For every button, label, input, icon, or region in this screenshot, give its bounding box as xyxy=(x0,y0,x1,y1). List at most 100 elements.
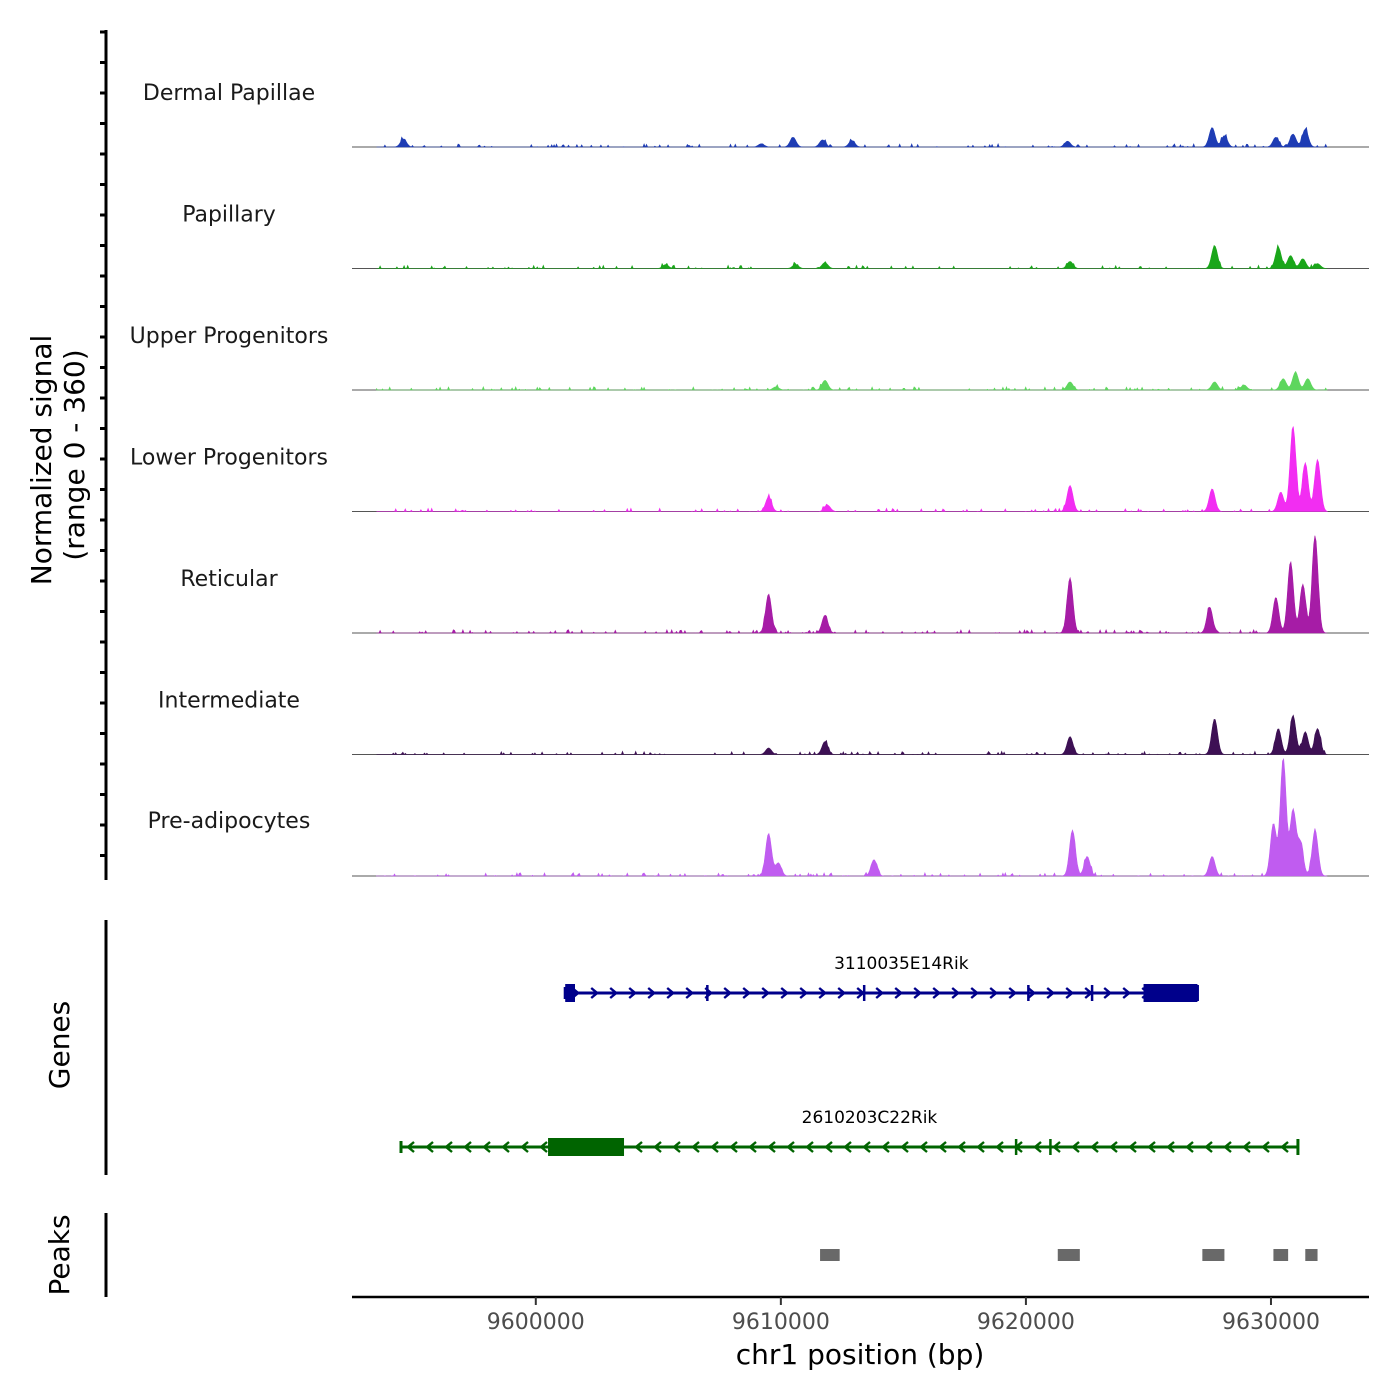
strand-chevron xyxy=(647,987,657,999)
strand-chevron xyxy=(1122,987,1132,999)
strand-chevron xyxy=(1090,1141,1099,1153)
strand-chevron xyxy=(463,1141,472,1153)
x-tick-label: 9630000 xyxy=(1222,1310,1320,1335)
peak-region xyxy=(820,1249,840,1261)
track-pre-adipocytes: Pre-adipocytes xyxy=(148,758,1369,877)
strand-chevron xyxy=(685,987,695,999)
x-axis-ticks: 9600000 9610000 9620000 9630000 xyxy=(487,1297,1320,1335)
strand-chevron xyxy=(818,987,828,999)
peak-region xyxy=(1057,1249,1080,1261)
track-coverage-area xyxy=(376,126,1328,148)
track-label: Reticular xyxy=(180,567,278,592)
strand-chevron xyxy=(628,987,638,999)
strand-chevron xyxy=(862,1141,871,1153)
strand-chevron xyxy=(723,987,733,999)
strand-chevron xyxy=(444,1141,453,1153)
track-label: Dermal Papillae xyxy=(143,81,315,106)
strand-chevron xyxy=(824,1141,833,1153)
strand-chevron xyxy=(913,987,923,999)
strand-chevron xyxy=(843,1141,852,1153)
strand-chevron xyxy=(1128,1141,1137,1153)
strand-chevron xyxy=(590,987,600,999)
peak-track xyxy=(820,1249,1318,1261)
strand-chevron xyxy=(609,987,619,999)
strand-chevron xyxy=(520,1141,529,1153)
strand-chevron xyxy=(742,987,752,999)
peak-region xyxy=(1273,1249,1289,1261)
gene-3110035e14rik: 3110035E14Rik xyxy=(563,954,1199,1002)
peaks-track-title: Peaks xyxy=(43,1214,76,1295)
strand-chevron xyxy=(1065,987,1075,999)
y-axis-range: (range 0 - 360) xyxy=(58,349,91,560)
strand-chevron xyxy=(634,1141,643,1153)
x-tick-label: 9610000 xyxy=(732,1310,830,1335)
strand-chevron xyxy=(653,1141,662,1153)
strand-chevron xyxy=(672,1141,681,1153)
gene-track: 3110035E14Rik 2610203C22Rik xyxy=(399,954,1300,1156)
strand-chevron xyxy=(1027,987,1037,999)
strand-chevron xyxy=(976,1141,985,1153)
strand-chevron xyxy=(691,1141,700,1153)
strand-chevron xyxy=(1223,1141,1232,1153)
track-intermediate: Intermediate xyxy=(158,689,1369,756)
gene-2610203c22rik: 2610203C22Rik xyxy=(399,1108,1300,1156)
strand-chevron xyxy=(748,1141,757,1153)
strand-chevron xyxy=(1071,1141,1080,1153)
strand-chevron xyxy=(932,987,942,999)
strand-chevron xyxy=(1052,1141,1061,1153)
peak-region xyxy=(1202,1249,1225,1261)
strand-chevron xyxy=(1109,1141,1118,1153)
strand-chevron xyxy=(761,987,771,999)
strand-chevron xyxy=(894,987,904,999)
strand-chevron xyxy=(881,1141,890,1153)
strand-chevron xyxy=(1147,1141,1156,1153)
strand-chevron xyxy=(1008,987,1018,999)
strand-chevron xyxy=(970,987,980,999)
strand-chevron xyxy=(501,1141,510,1153)
track-coverage-area xyxy=(376,244,1328,269)
strand-chevron xyxy=(482,1141,491,1153)
strand-chevron xyxy=(406,1141,415,1153)
track-label: Intermediate xyxy=(158,689,300,714)
strand-chevron xyxy=(780,987,790,999)
x-tick-label: 9620000 xyxy=(977,1310,1075,1335)
strand-chevron xyxy=(786,1141,795,1153)
strand-chevron xyxy=(1166,1141,1175,1153)
track-coverage-area xyxy=(376,426,1329,513)
strand-chevron xyxy=(989,987,999,999)
gene-label: 2610203C22Rik xyxy=(802,1108,938,1128)
track-coverage-area xyxy=(376,714,1328,756)
genes-track-title: Genes xyxy=(43,1001,76,1089)
strand-chevron xyxy=(837,987,847,999)
strand-chevron xyxy=(767,1141,776,1153)
x-axis-title: chr1 position (bp) xyxy=(736,1338,985,1371)
strand-chevron xyxy=(919,1141,928,1153)
strand-chevron xyxy=(1261,1141,1270,1153)
strand-chevron xyxy=(995,1141,1004,1153)
signal-tracks: Dermal Papillae Papillary Upper Progenitor… xyxy=(130,81,1369,877)
strand-chevron xyxy=(710,1141,719,1153)
exon-block xyxy=(565,984,576,1002)
strand-chevron xyxy=(729,1141,738,1153)
strand-chevron xyxy=(900,1141,909,1153)
strand-chevron xyxy=(799,987,809,999)
track-label: Pre-adipocytes xyxy=(148,809,311,834)
track-label: Papillary xyxy=(182,203,276,228)
strand-chevron xyxy=(666,987,676,999)
strand-chevron xyxy=(1204,1141,1213,1153)
track-coverage-area xyxy=(376,535,1328,634)
strand-chevron xyxy=(938,1141,947,1153)
strand-chevron xyxy=(1280,1141,1289,1153)
track-upper-progenitors: Upper Progenitors xyxy=(130,324,1369,391)
peak-region xyxy=(1305,1249,1318,1261)
strand-chevron xyxy=(1185,1141,1194,1153)
strand-chevron xyxy=(1103,987,1113,999)
track-label: Lower Progenitors xyxy=(130,446,328,471)
exon-block xyxy=(548,1138,625,1156)
track-label: Upper Progenitors xyxy=(130,324,329,349)
gene-label: 3110035E14Rik xyxy=(834,954,969,974)
track-papillary: Papillary xyxy=(182,203,1369,269)
strand-chevron xyxy=(1033,1141,1042,1153)
strand-chevron xyxy=(805,1141,814,1153)
